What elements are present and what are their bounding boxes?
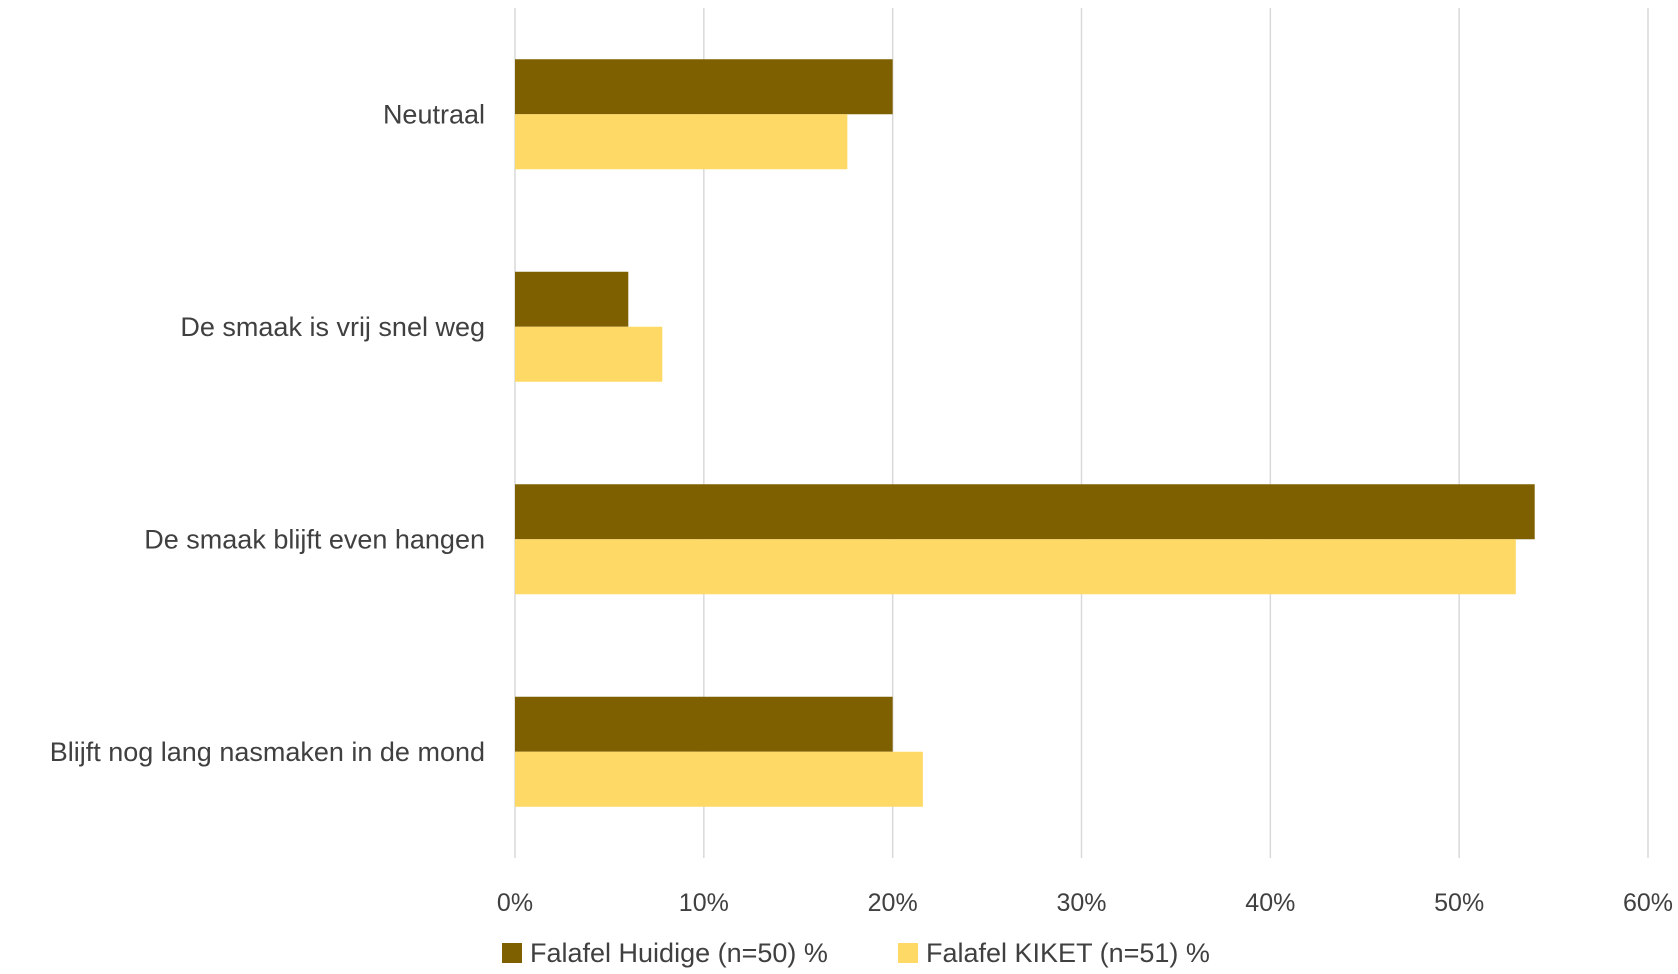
bar-1-4: [515, 696, 893, 752]
bar-1-1: [515, 59, 893, 115]
category-label-1: Neutraal: [383, 99, 485, 129]
bar-1-2: [515, 271, 629, 327]
x-axis-tick-labels: 0% 10% 20% 30% 40% 50% 60%: [497, 889, 1673, 917]
x-tick-label-4: 40%: [1245, 889, 1295, 917]
x-tick-label-6: 60%: [1623, 889, 1673, 917]
x-tick-label-1: 10%: [679, 889, 729, 917]
x-tick-label-0: 0%: [497, 889, 533, 917]
bar-2-2: [515, 326, 663, 382]
category-labels: Neutraal De smaak is vrij snel weg De smaa…: [50, 99, 485, 767]
x-tick-label-2: 20%: [868, 889, 918, 917]
legend-swatch-2: [898, 943, 918, 963]
bar-2-4: [515, 751, 923, 807]
category-label-4: Blijft nog lang nasmaken in de mond: [50, 737, 485, 767]
legend: Falafel Huidige (n=50) % Falafel KIKET (n…: [502, 938, 1210, 968]
bars: [515, 59, 1535, 807]
category-label-2: De smaak is vrij snel weg: [180, 312, 485, 342]
bar-2-1: [515, 114, 848, 170]
legend-swatch-1: [502, 943, 522, 963]
x-tick-label-3: 30%: [1056, 889, 1106, 917]
legend-label-1: Falafel Huidige (n=50) %: [530, 938, 828, 968]
legend-label-2: Falafel KIKET (n=51) %: [926, 938, 1210, 968]
bar-1-3: [515, 484, 1535, 540]
x-tick-label-5: 50%: [1434, 889, 1484, 917]
bar-2-3: [515, 539, 1516, 595]
category-label-3: De smaak blijft even hangen: [144, 524, 485, 554]
